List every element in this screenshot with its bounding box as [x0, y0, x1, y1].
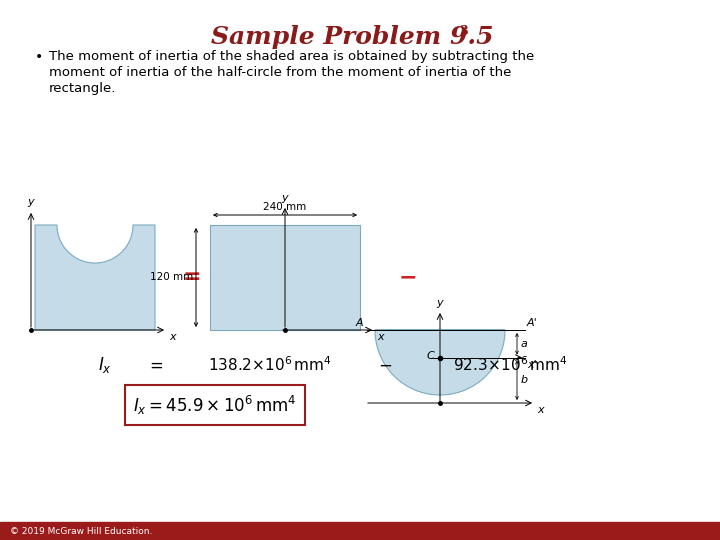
Text: $=$: $=$: [146, 356, 163, 374]
Text: $-$: $-$: [378, 356, 392, 374]
Text: −: −: [399, 267, 418, 287]
Text: $I_x$: $I_x$: [98, 355, 112, 375]
Text: moment of inertia of the half-circle from the moment of inertia of the: moment of inertia of the half-circle fro…: [49, 66, 511, 79]
Polygon shape: [375, 330, 505, 395]
Text: $138.2\!\times\!10^6\,\mathrm{mm}^4$: $138.2\!\times\!10^6\,\mathrm{mm}^4$: [208, 356, 332, 374]
Text: x': x': [527, 360, 536, 369]
Text: $92.3\!\times\!10^6\,\mathrm{mm}^4$: $92.3\!\times\!10^6\,\mathrm{mm}^4$: [453, 356, 567, 374]
Text: The moment of inertia of the shaded area is obtained by subtracting the: The moment of inertia of the shaded area…: [49, 50, 534, 63]
Text: $I_x = 45.9\times10^6\,\mathrm{mm}^4$: $I_x = 45.9\times10^6\,\mathrm{mm}^4$: [133, 394, 297, 416]
Text: rectangle.: rectangle.: [49, 82, 117, 95]
Text: 3: 3: [459, 25, 467, 38]
Text: A: A: [356, 318, 363, 328]
Text: •: •: [35, 50, 43, 64]
Text: y: y: [437, 298, 444, 308]
Text: © 2019 McGraw Hill Education.: © 2019 McGraw Hill Education.: [10, 526, 153, 536]
Text: C: C: [426, 350, 434, 361]
Text: a: a: [521, 339, 528, 349]
Text: y: y: [27, 197, 35, 207]
Polygon shape: [35, 225, 155, 330]
Text: A': A': [527, 318, 538, 328]
Text: 120 mm: 120 mm: [150, 273, 193, 282]
Text: Sample Problem 9.5: Sample Problem 9.5: [211, 25, 493, 49]
Text: y: y: [282, 193, 288, 203]
Text: =: =: [183, 267, 202, 287]
Text: b: b: [521, 375, 528, 386]
Text: 240 mm: 240 mm: [264, 202, 307, 212]
Text: x: x: [377, 332, 384, 342]
Text: x: x: [537, 405, 544, 415]
Bar: [0, 522, 720, 540]
Polygon shape: [210, 225, 360, 330]
Text: x: x: [169, 332, 176, 342]
